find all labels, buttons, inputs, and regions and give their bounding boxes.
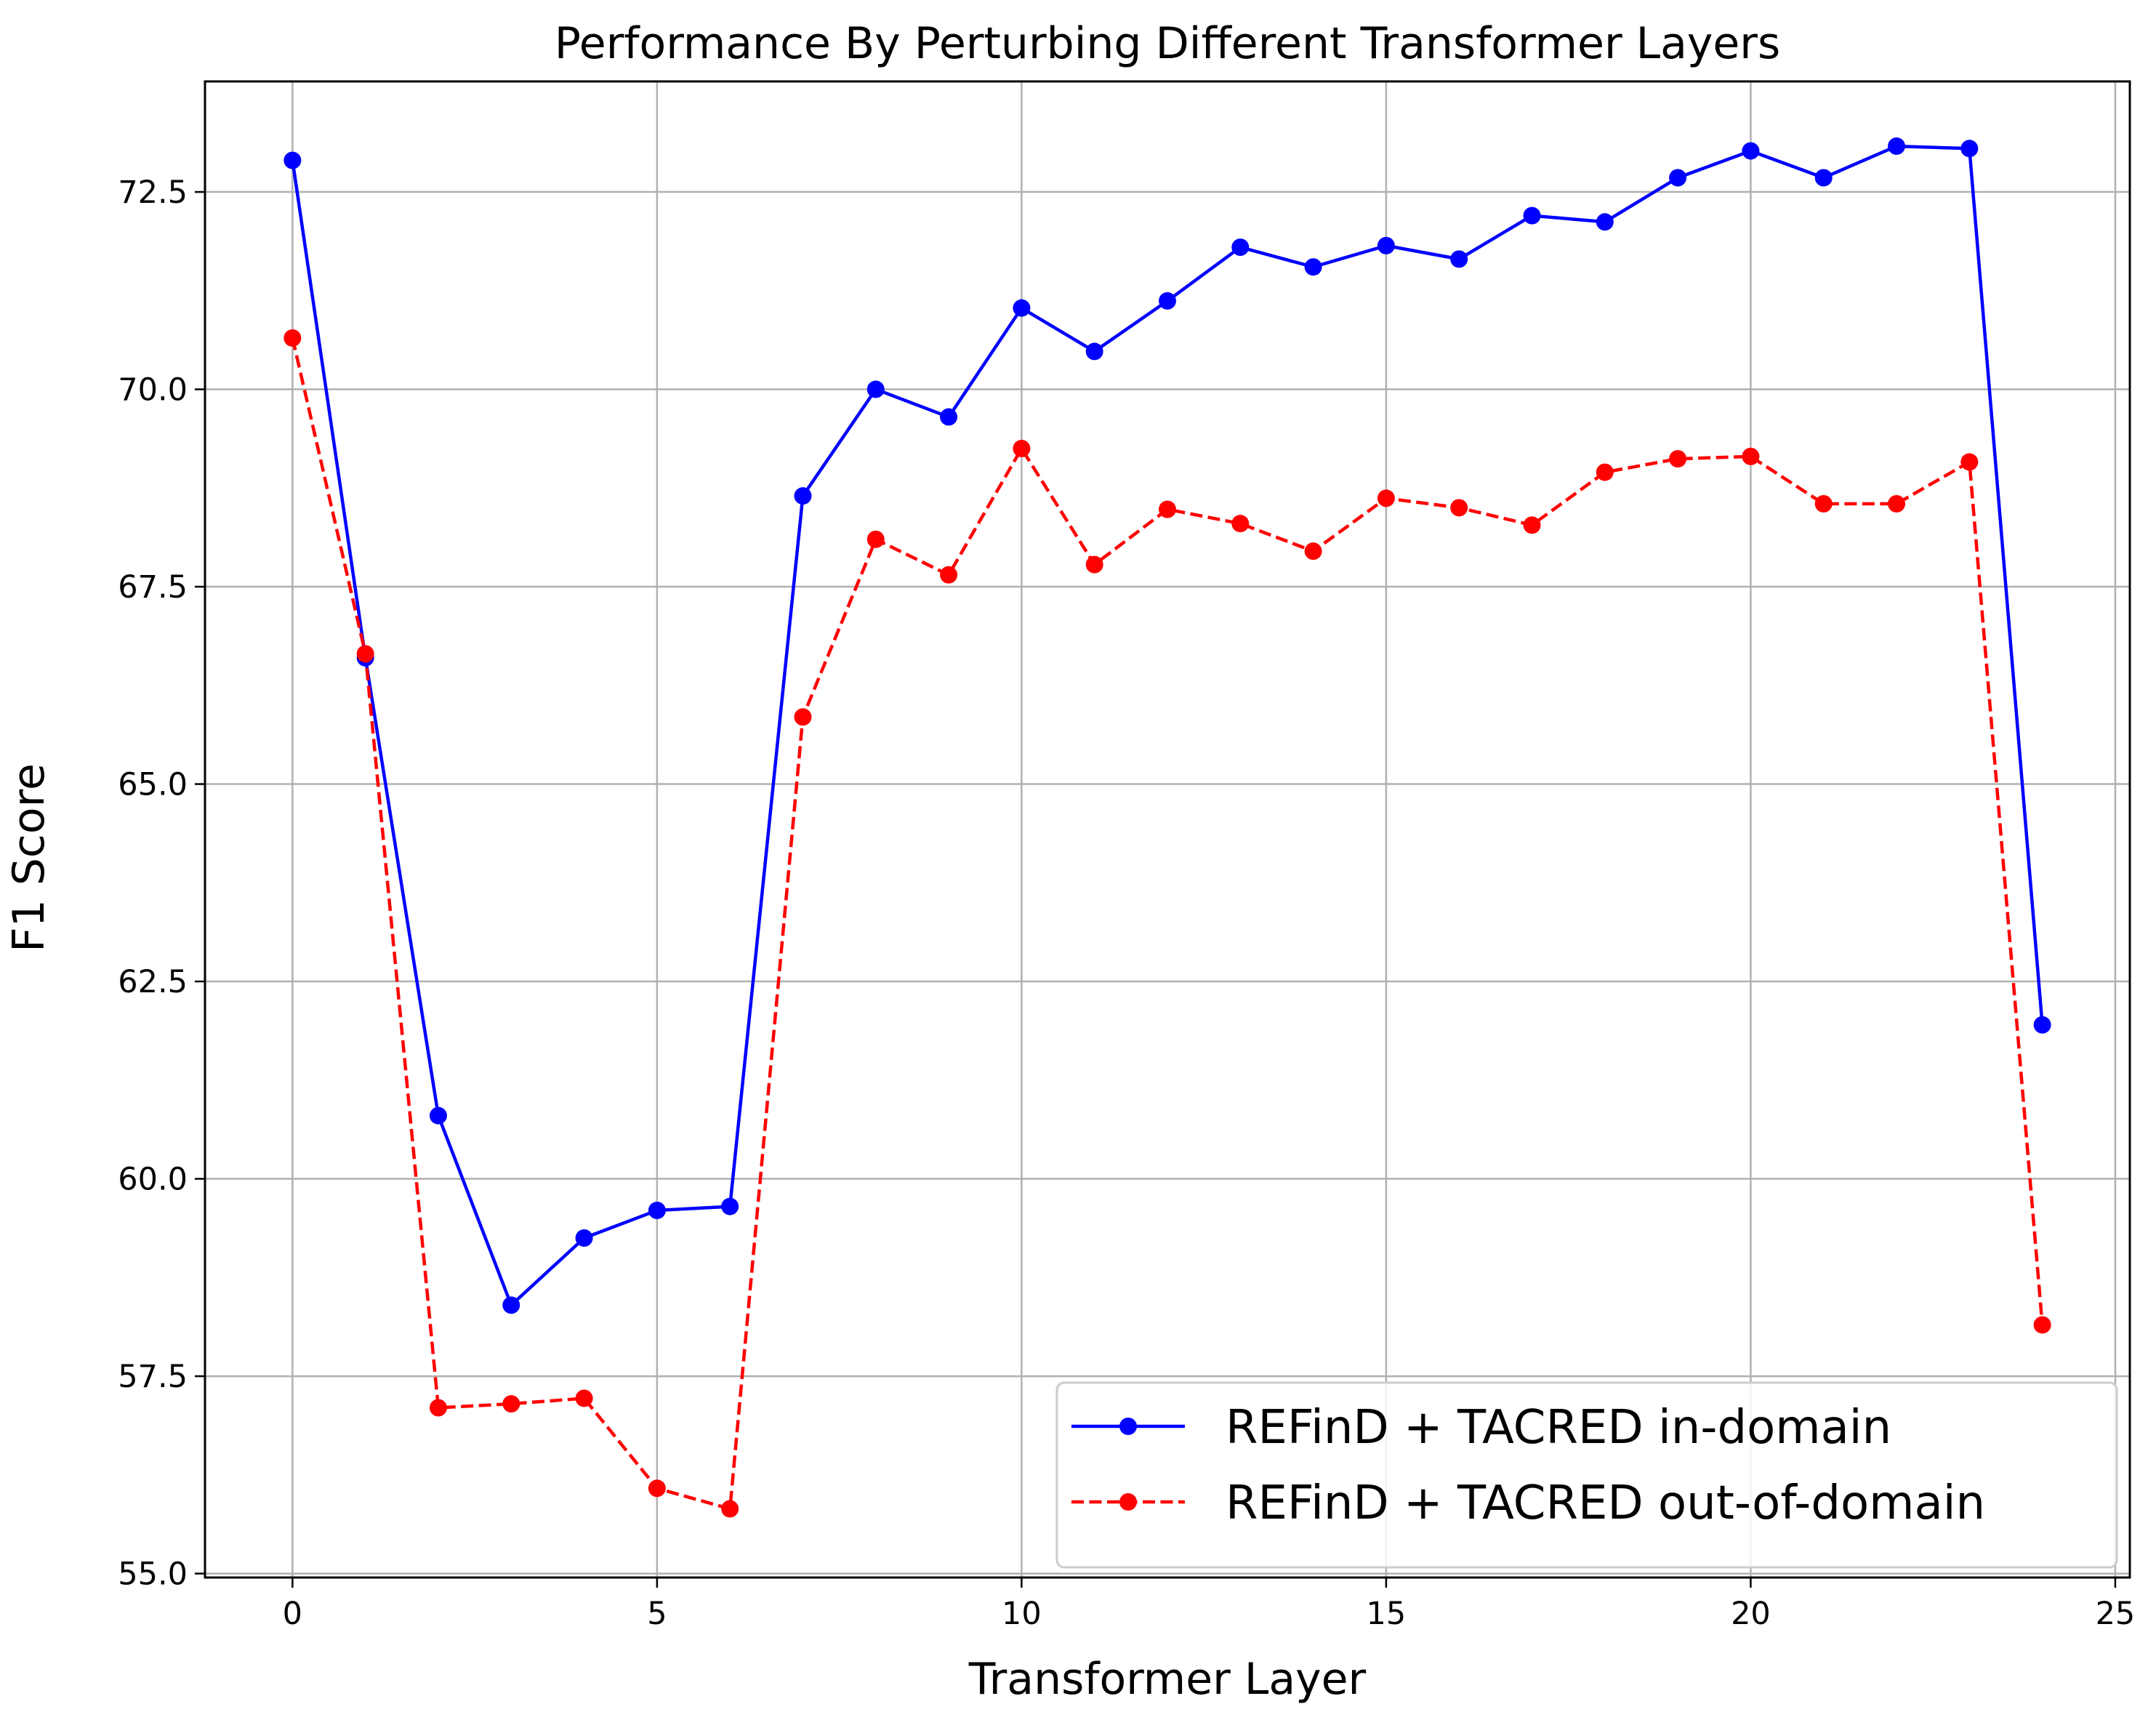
data-point (940, 408, 958, 426)
data-point (1596, 213, 1614, 231)
y-tick-label: 72.5 (118, 174, 188, 211)
legend: REFinD + TACRED in-domain REFinD + TACRED… (1055, 1381, 2118, 1569)
data-point (1814, 169, 1833, 187)
data-point (1159, 292, 1176, 310)
data-point (1960, 453, 1979, 471)
series-layer (283, 137, 2051, 1518)
legend-label: REFinD + TACRED out-of-domain (1226, 1476, 1985, 1530)
data-point (1814, 495, 1833, 513)
data-point (1013, 299, 1031, 317)
data-point (1304, 542, 1322, 560)
data-point (721, 1500, 739, 1518)
data-point (1523, 516, 1541, 534)
data-point (1085, 342, 1103, 361)
x-tick-label: 10 (1002, 1596, 1042, 1632)
y-tick-label: 55.0 (118, 1556, 188, 1593)
data-point (1450, 250, 1468, 268)
data-point (502, 1395, 520, 1413)
data-point (1669, 169, 1687, 187)
axis-ticks: 0 5 10 15 20 25 55.0 57.5 60.0 62.5 65.0 67.5 70.0 72… (118, 174, 2135, 1632)
series-2 (283, 329, 2051, 1518)
data-point (794, 708, 812, 726)
data-point (1085, 555, 1103, 574)
data-point (356, 645, 374, 663)
legend-label: REFinD + TACRED in-domain (1226, 1401, 1891, 1455)
y-tick-label: 57.5 (118, 1359, 188, 1395)
data-point (866, 380, 885, 398)
chart-title: Performance By Perturbing Different Tran… (555, 18, 1780, 69)
data-point (575, 1389, 593, 1407)
legend-marker (1119, 1493, 1137, 1511)
y-axis-label: F1 Score (4, 763, 55, 952)
data-point (721, 1197, 739, 1215)
data-point (648, 1479, 666, 1498)
data-point (502, 1296, 520, 1314)
data-point (1888, 137, 1906, 156)
y-tick-label: 62.5 (118, 964, 188, 1000)
data-point (1742, 447, 1760, 465)
grid-lines (205, 81, 2130, 1578)
data-point (1231, 238, 1250, 257)
data-point (283, 151, 302, 169)
data-point (2033, 1316, 2051, 1334)
data-point (1377, 236, 1395, 254)
x-tick-label: 15 (1367, 1596, 1407, 1632)
legend-box (1055, 1381, 2118, 1569)
x-tick-label: 5 (647, 1596, 667, 1632)
y-tick-label: 60.0 (118, 1162, 188, 1198)
data-point (429, 1106, 447, 1125)
data-point (2033, 1016, 2051, 1034)
data-point (575, 1229, 593, 1247)
series-1 (283, 137, 2051, 1314)
data-point (1596, 463, 1614, 481)
data-point (1960, 140, 1979, 158)
data-point (940, 566, 958, 584)
x-tick-label: 25 (2096, 1596, 2136, 1632)
legend-marker (1119, 1418, 1137, 1435)
data-point (1013, 439, 1031, 457)
data-point (1377, 489, 1395, 507)
x-axis-label: Transformer Layer (968, 1654, 1367, 1705)
plot-frame (204, 80, 2131, 1579)
y-tick-label: 65.0 (118, 767, 188, 803)
data-point (283, 329, 302, 347)
data-point (1159, 500, 1176, 518)
data-point (1523, 206, 1541, 225)
y-tick-label: 70.0 (118, 372, 188, 409)
data-point (1304, 258, 1322, 276)
data-point (1450, 499, 1468, 517)
data-point (1669, 450, 1687, 468)
data-point (794, 487, 812, 505)
data-point (648, 1202, 666, 1220)
y-tick-label: 67.5 (118, 569, 188, 606)
data-point (1888, 495, 1906, 513)
data-point (1742, 142, 1760, 160)
data-point (429, 1399, 447, 1417)
x-tick-label: 20 (1731, 1596, 1771, 1632)
data-point (866, 530, 885, 548)
data-point (1231, 515, 1250, 533)
x-tick-label: 0 (283, 1596, 302, 1632)
